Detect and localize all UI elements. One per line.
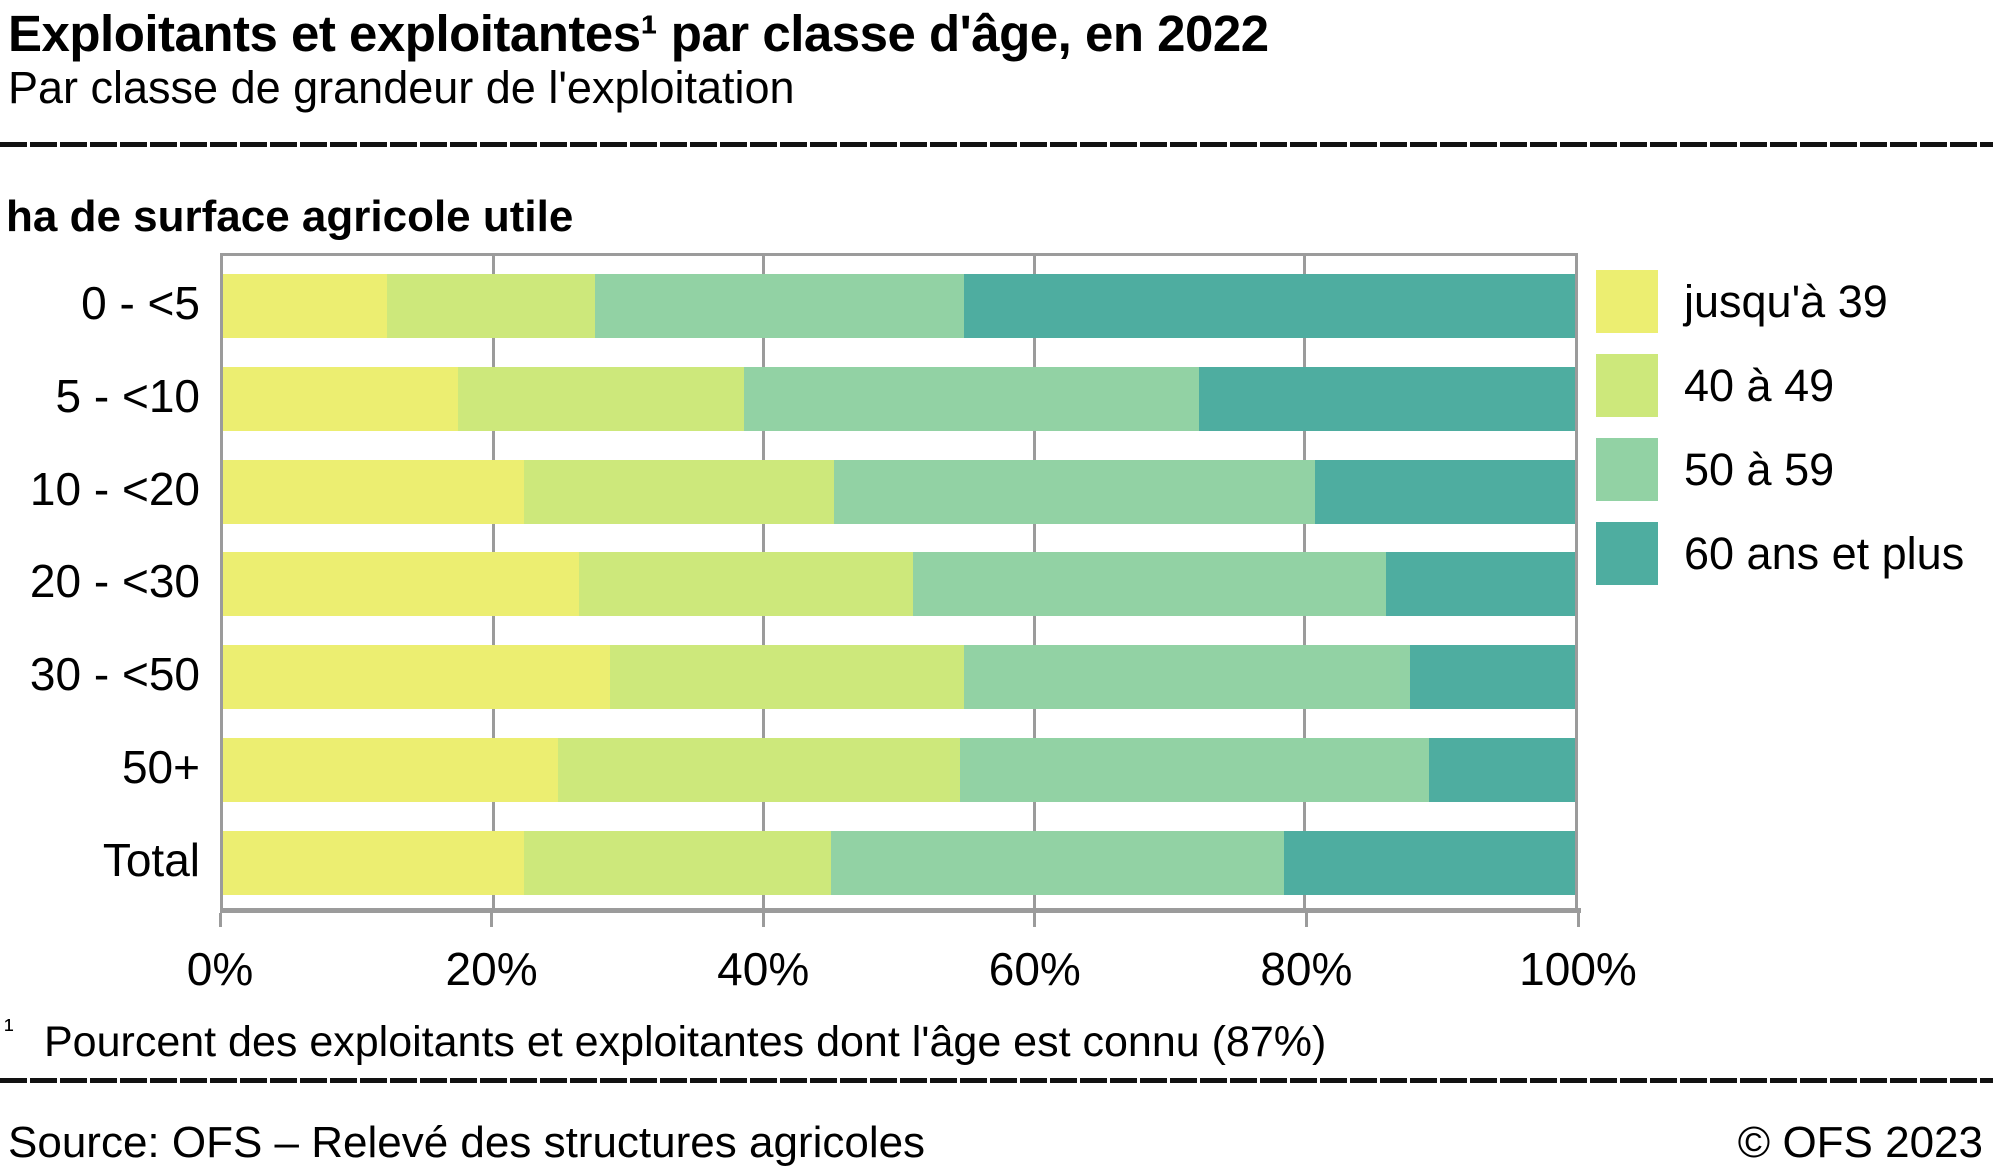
y-axis-label: 50+	[121, 741, 200, 793]
bar-segment	[1315, 459, 1575, 524]
bar-row	[223, 366, 1575, 431]
footnote-text: Pourcent des exploitants et exploitantes…	[44, 1018, 1327, 1066]
bar-segment	[963, 645, 1411, 710]
bar-segment	[223, 645, 610, 710]
bar-segment	[223, 738, 559, 802]
bar-segment	[223, 274, 387, 338]
x-tick	[1033, 913, 1037, 927]
legend-label: 40 à 49	[1684, 360, 1835, 411]
legend-label: 50 à 59	[1684, 444, 1835, 495]
bar-segment	[223, 366, 459, 431]
bar-segment	[223, 830, 525, 895]
x-tick-label: 20%	[445, 943, 538, 995]
y-axis-label: 30 - <50	[29, 648, 200, 701]
legend-swatch	[1596, 522, 1658, 585]
bar-segment	[743, 366, 1200, 431]
legend-swatch	[1596, 354, 1658, 417]
bar-segment	[609, 645, 964, 710]
x-tick-label: 80%	[1260, 943, 1353, 995]
bar-row	[223, 645, 1575, 710]
x-tick-label: 40%	[717, 943, 810, 995]
bar-row	[223, 552, 1575, 617]
x-tick-label: 0%	[186, 943, 254, 995]
bar-segment	[959, 738, 1429, 802]
y-axis-label: Total	[102, 833, 200, 886]
x-tick	[1576, 913, 1580, 927]
top-divider	[0, 142, 1993, 147]
legend-swatch	[1596, 270, 1658, 333]
source-text: Source: OFS – Relevé des structures agri…	[8, 1118, 926, 1167]
y-axis-label: 10 - <20	[29, 462, 200, 515]
bar-row	[223, 830, 1575, 895]
page-subtitle: Par classe de grandeur de l'exploitation	[8, 62, 795, 113]
x-tick	[1304, 913, 1308, 927]
bar-segment	[524, 830, 832, 895]
bar-segment	[1199, 366, 1575, 431]
x-tick-label: 60%	[988, 943, 1081, 995]
bar-segment	[558, 738, 960, 802]
bar-segment	[386, 274, 595, 338]
bar-segment	[594, 274, 964, 338]
bar-row	[223, 459, 1575, 524]
bar-segment	[963, 274, 1575, 338]
y-axis-label: 0 - <5	[81, 277, 200, 329]
x-tick	[761, 913, 765, 927]
page-title: Exploitants et exploitantes¹ par classe …	[8, 5, 1269, 62]
bar-segment	[223, 552, 579, 617]
bar-segment	[524, 459, 835, 524]
legend-swatch	[1596, 438, 1658, 501]
x-tick	[490, 913, 494, 927]
x-axis-line	[220, 908, 1581, 913]
bar-segment	[578, 552, 913, 617]
bar-row	[223, 274, 1575, 338]
footnote-marker: ¹	[4, 1014, 14, 1046]
bar-segment	[1428, 738, 1575, 802]
bar-row	[223, 738, 1575, 802]
bar-segment	[912, 552, 1386, 617]
bar-segment	[458, 366, 744, 431]
bar-segment	[1385, 552, 1575, 617]
bottom-divider	[0, 1078, 1993, 1083]
y-axis-label: 5 - <10	[55, 369, 201, 422]
legend-label: 60 ans et plus	[1684, 528, 1965, 579]
bar-segment	[1284, 830, 1575, 895]
bar-segment	[831, 830, 1285, 895]
y-axis-label: 20 - <30	[29, 555, 200, 608]
x-tick-label: 100%	[1519, 943, 1637, 995]
bar-segment	[1410, 645, 1575, 710]
bar-segment	[834, 459, 1316, 524]
axis-title: ha de surface agricole utile	[6, 192, 574, 241]
x-tick	[218, 913, 222, 927]
bar-segment	[223, 459, 525, 524]
legend-label: jusqu'à 39	[1684, 276, 1888, 327]
copyright-text: © OFS 2023	[1737, 1118, 1983, 1167]
plot-area	[220, 253, 1578, 908]
